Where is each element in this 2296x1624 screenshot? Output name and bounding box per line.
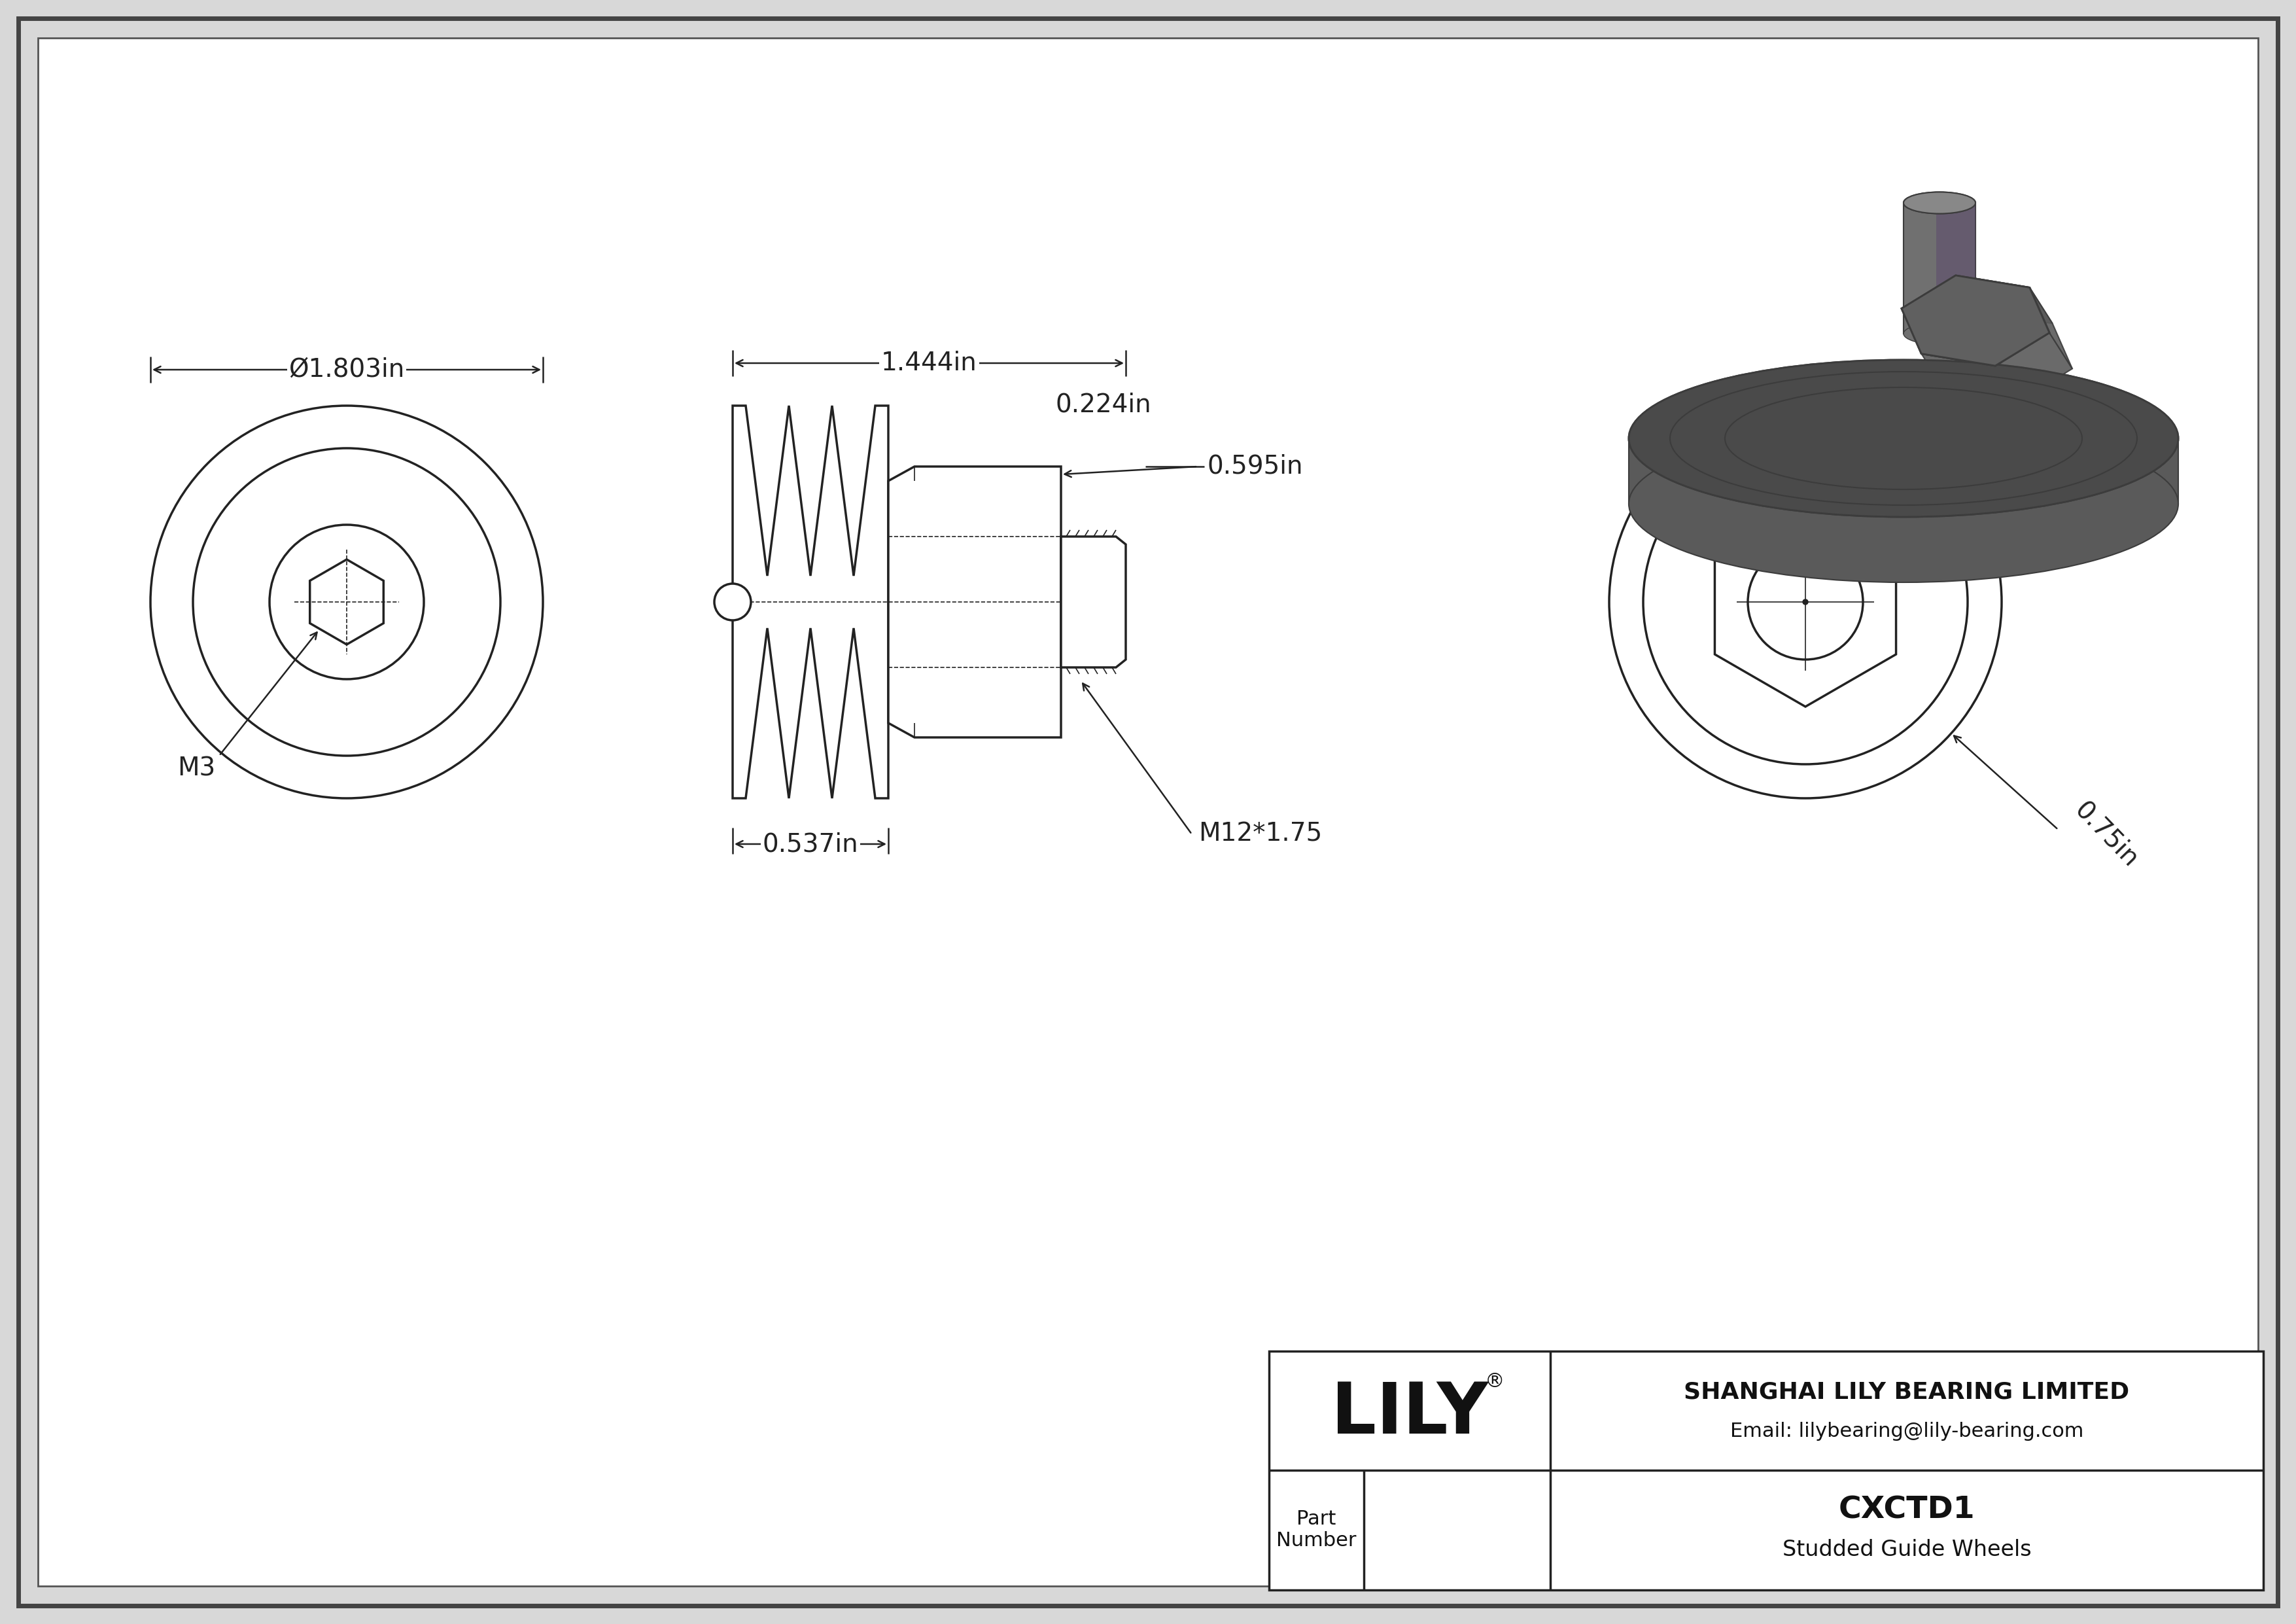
Polygon shape	[732, 406, 889, 799]
Polygon shape	[1901, 276, 2050, 365]
Text: Part
Number: Part Number	[1277, 1509, 1357, 1551]
Ellipse shape	[1628, 425, 2179, 583]
Text: Studded Guide Wheels: Studded Guide Wheels	[1782, 1538, 2032, 1561]
Polygon shape	[1936, 203, 1975, 333]
Polygon shape	[1901, 276, 2050, 365]
Text: 0.224in: 0.224in	[1056, 391, 1150, 417]
Ellipse shape	[1628, 361, 2179, 516]
Circle shape	[1802, 599, 1807, 604]
Polygon shape	[1628, 438, 2179, 503]
Ellipse shape	[1903, 192, 1975, 214]
Polygon shape	[1061, 536, 1125, 667]
Text: Ø1.803in: Ø1.803in	[289, 357, 404, 382]
Text: CXCTD1: CXCTD1	[1839, 1496, 1975, 1525]
Polygon shape	[1922, 354, 2018, 401]
Polygon shape	[1901, 276, 2050, 365]
Circle shape	[1609, 406, 2002, 799]
Bar	[1270, 1351, 2264, 1590]
Polygon shape	[889, 466, 1061, 737]
Text: LILY: LILY	[1332, 1379, 1488, 1449]
Polygon shape	[2030, 287, 2073, 369]
Text: ®: ®	[1486, 1372, 1504, 1392]
Text: 0.537in: 0.537in	[762, 831, 859, 856]
Text: M3: M3	[177, 757, 216, 781]
Ellipse shape	[1903, 323, 1975, 344]
Polygon shape	[1903, 203, 1975, 333]
Polygon shape	[1956, 276, 2053, 323]
Polygon shape	[1995, 333, 2073, 401]
Text: SHANGHAI LILY BEARING LIMITED: SHANGHAI LILY BEARING LIMITED	[1683, 1382, 2131, 1403]
Ellipse shape	[1903, 192, 1975, 214]
Text: 0.75in: 0.75in	[2071, 797, 2142, 872]
Circle shape	[152, 406, 542, 799]
Ellipse shape	[1628, 361, 2179, 516]
Text: M12*1.75: M12*1.75	[1199, 822, 1322, 846]
Circle shape	[714, 583, 751, 620]
Text: 0.595in: 0.595in	[1208, 455, 1304, 479]
Text: 1.444in: 1.444in	[882, 351, 978, 375]
Text: Email: lilybearing@lily-bearing.com: Email: lilybearing@lily-bearing.com	[1731, 1423, 2082, 1440]
